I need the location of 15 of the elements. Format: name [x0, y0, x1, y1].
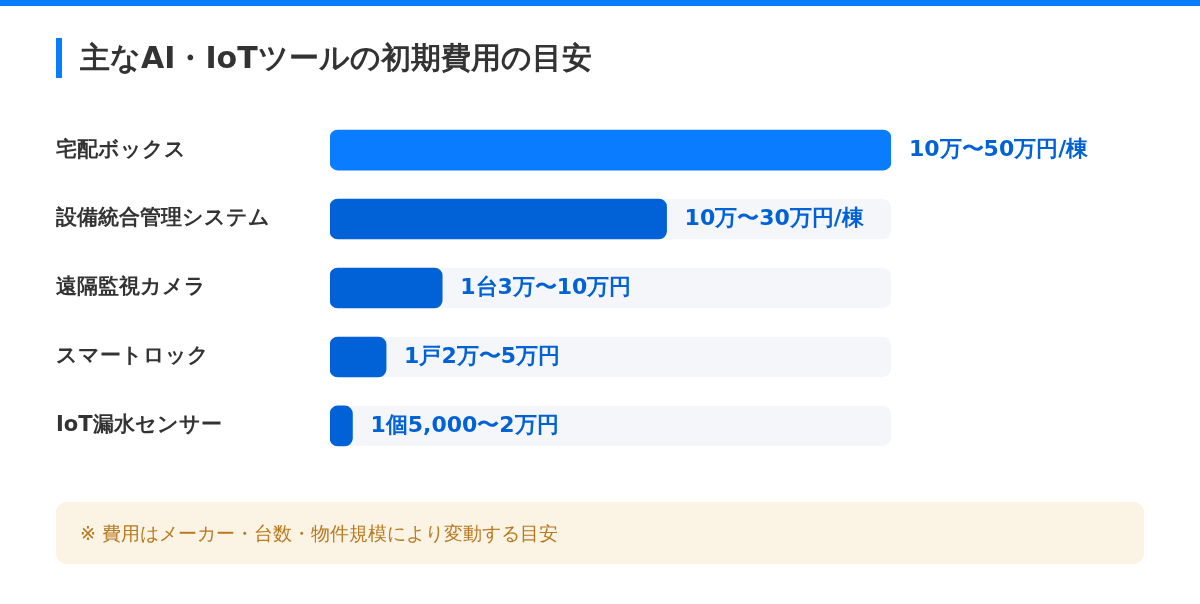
- data-label: 1台3万〜10万円: [460, 273, 632, 299]
- y-tick-label: スマートロック: [56, 343, 209, 368]
- y-tick-label: 宅配ボックス: [56, 136, 186, 161]
- data-label: 10万〜50万円/棟: [909, 135, 1090, 161]
- y-tick-label: 遠隔監視カメラ: [56, 274, 206, 299]
- bar: [330, 405, 353, 447]
- data-label: 1個5,000〜2万円: [370, 411, 559, 437]
- bar: [330, 267, 443, 309]
- chart-title: 主なAI・IoTツールの初期費用の目安: [56, 38, 592, 78]
- data-label: 1戸2万〜5万円: [404, 342, 561, 368]
- y-tick-label: IoT漏水センサー: [56, 412, 222, 437]
- y-tick-label: 設備統合管理システム: [55, 205, 270, 230]
- data-label: 10万〜30万円/棟: [684, 204, 865, 230]
- bar: [330, 336, 387, 378]
- text: ※ 費用はメーカー・台数・物件規模により変動する目安: [56, 502, 1144, 564]
